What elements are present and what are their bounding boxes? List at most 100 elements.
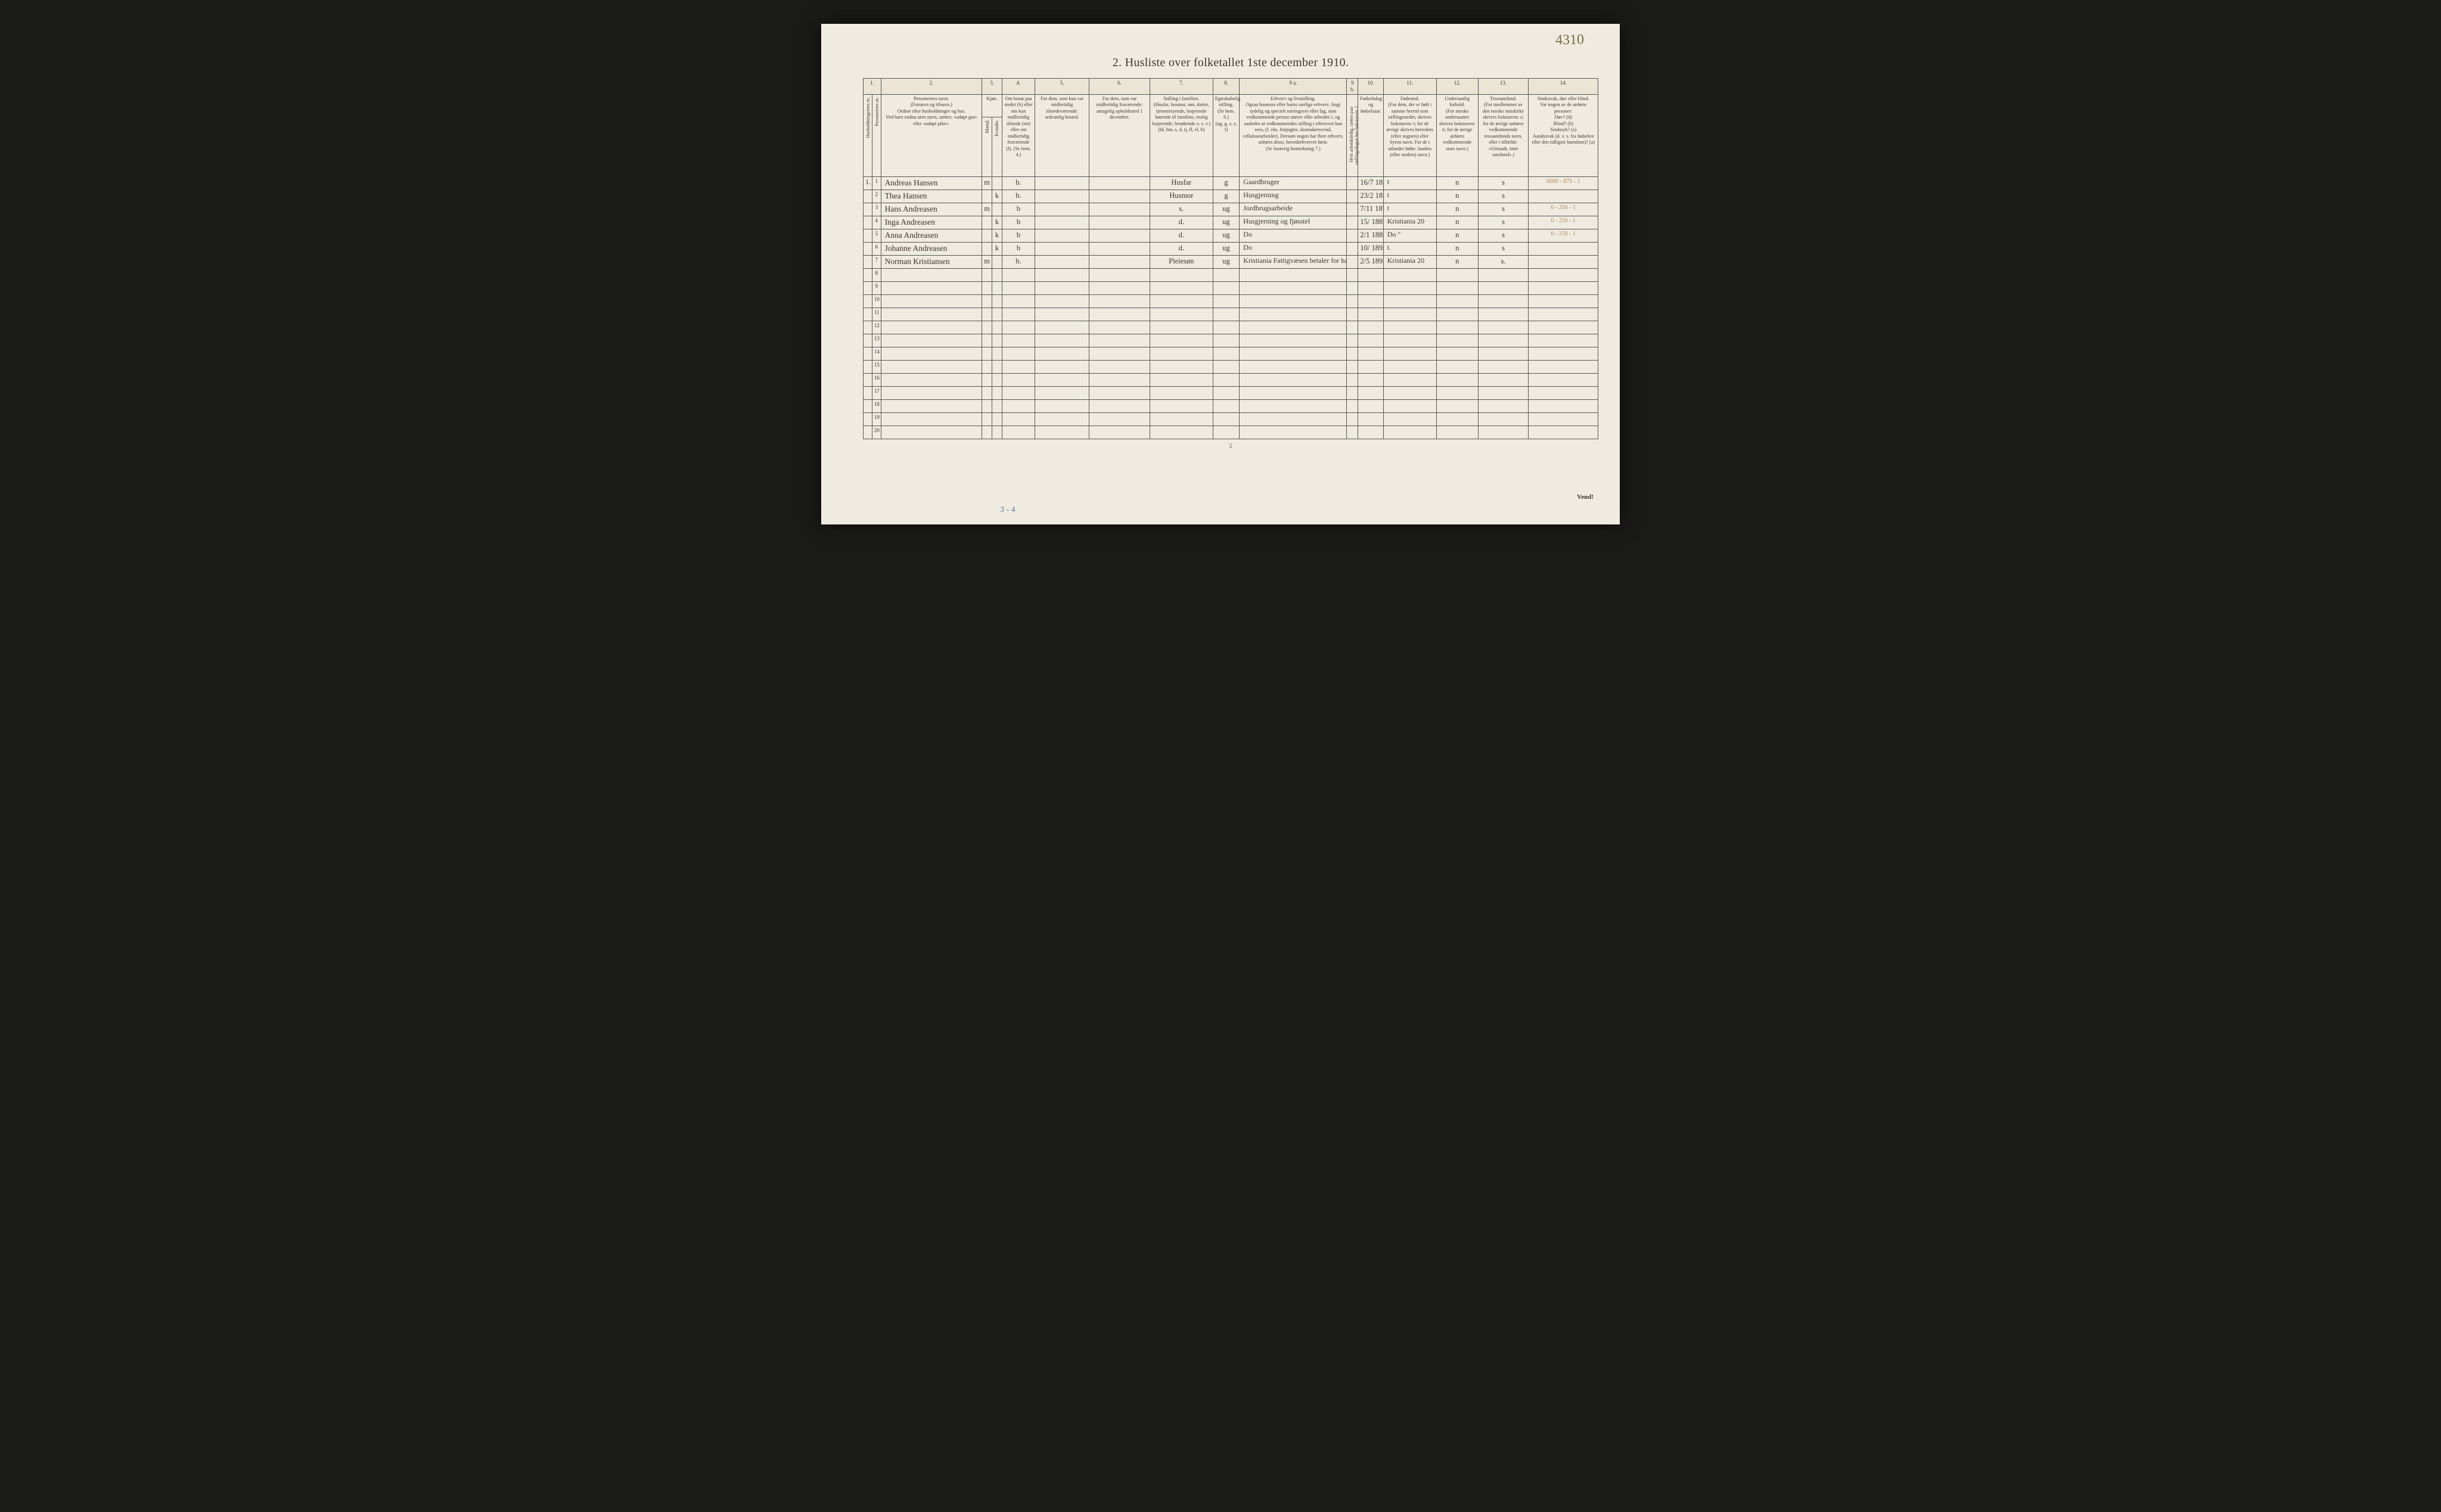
cell-unemployed <box>1347 243 1358 256</box>
cell-empty <box>881 334 982 347</box>
cell-empty <box>1436 361 1478 374</box>
cell-empty <box>1035 295 1089 308</box>
table-header: 1. 2. 3. 4. 5. 6. 7. 8. 9 a. 9 b. 10. 11… <box>864 79 1598 177</box>
cell-empty <box>1383 426 1436 439</box>
cell-family-position: d. <box>1150 243 1213 256</box>
cell-name: Johanne Andreasen <box>881 243 982 256</box>
cell-empty <box>1213 269 1239 282</box>
cell-person-no: 11 <box>872 308 881 321</box>
cell-empty <box>881 426 982 439</box>
cell-household-no <box>864 347 872 361</box>
cell-nationality: n <box>1436 243 1478 256</box>
cell-unemployed <box>1347 229 1358 243</box>
cell-family-position: Husfar <box>1150 177 1213 190</box>
cell-empty <box>1529 426 1598 439</box>
cell-empty <box>1150 282 1213 295</box>
cell-empty <box>1436 282 1478 295</box>
cell-empty <box>1478 426 1529 439</box>
cell-person-no: 13 <box>872 334 881 347</box>
cell-empty <box>1240 347 1347 361</box>
cell-household-no <box>864 361 872 374</box>
head-male: Mænd. <box>982 117 992 177</box>
cell-empty <box>1478 400 1529 413</box>
cell-name: Andreas Hansen <box>881 177 982 190</box>
head-name: Personernes navn. (Fornavn og tilnavn.) … <box>881 94 982 177</box>
cell-empty <box>1089 400 1150 413</box>
cell-empty <box>881 295 982 308</box>
cell-empty <box>1240 413 1347 426</box>
cell-empty <box>1002 295 1035 308</box>
cell-empty <box>1347 347 1358 361</box>
table-row: 2Thea Hansenkb.HusmorgHusgjerning23/2 18… <box>864 190 1598 203</box>
cell-temp-present <box>1035 256 1089 269</box>
cell-empty <box>1347 334 1358 347</box>
table-row: 3Hans Andreasenmbs.ugJordbrugsarbeide7/1… <box>864 203 1598 216</box>
cell-religion: s <box>1478 216 1529 229</box>
cell-empty <box>1383 361 1436 374</box>
cell-empty <box>1358 269 1383 282</box>
colnum-1: 1. <box>864 79 881 95</box>
cell-religion: s <box>1478 243 1529 256</box>
cell-temp-absent <box>1089 203 1150 216</box>
cell-occupation: Husgjerning og fjøsstel <box>1240 216 1347 229</box>
cell-empty <box>992 426 1002 439</box>
cell-empty <box>1150 413 1213 426</box>
cell-empty <box>1002 361 1035 374</box>
colnum-9a: 9 a. <box>1240 79 1347 95</box>
cell-temp-absent <box>1089 256 1150 269</box>
cell-person-no: 2 <box>872 190 881 203</box>
cell-empty <box>982 413 992 426</box>
cell-female <box>992 177 1002 190</box>
cell-empty <box>1035 387 1089 400</box>
cell-empty <box>992 361 1002 374</box>
cell-empty <box>982 426 992 439</box>
colnum-14: 14. <box>1529 79 1598 95</box>
cell-religion: s <box>1478 190 1529 203</box>
cell-empty <box>1383 387 1436 400</box>
cell-empty <box>1358 334 1383 347</box>
cell-empty <box>1529 347 1598 361</box>
cell-empty <box>1213 308 1239 321</box>
cell-birthdate: 16/7 1853 <box>1358 177 1383 190</box>
head-marital: Egteskabelig stilling. (Se bem. 6.) (ug,… <box>1213 94 1239 177</box>
cell-marital: g <box>1213 177 1239 190</box>
cell-occupation: Jordbrugsarbeide <box>1240 203 1347 216</box>
cell-empty <box>1347 269 1358 282</box>
cell-name: Inga Andreasen <box>881 216 982 229</box>
cell-empty <box>1089 374 1150 387</box>
cell-nationality: n <box>1436 256 1478 269</box>
cell-unemployed <box>1347 256 1358 269</box>
colnum-9b: 9 b. <box>1347 79 1358 95</box>
cell-empty <box>1150 374 1213 387</box>
table-row: 1.1Andreas Hansenmb.HusfargGaardbruger16… <box>864 177 1598 190</box>
cell-empty <box>1358 308 1383 321</box>
cell-male <box>982 229 992 243</box>
cell-household-no <box>864 321 872 334</box>
cell-empty <box>1240 426 1347 439</box>
cell-name: Thea Hansen <box>881 190 982 203</box>
head-birthdate: Fødselsdag og fødselsaar. <box>1358 94 1383 177</box>
cell-empty <box>982 282 992 295</box>
cell-empty <box>1002 387 1035 400</box>
cell-person-no: 5 <box>872 229 881 243</box>
table-row-empty: 11 <box>864 308 1598 321</box>
cell-empty <box>1240 282 1347 295</box>
cell-empty <box>982 295 992 308</box>
cell-nationality: n <box>1436 216 1478 229</box>
colnum-12: 12. <box>1436 79 1478 95</box>
cell-occupation: Gaardbruger <box>1240 177 1347 190</box>
cell-empty <box>1150 347 1213 361</box>
cell-disability-note <box>1529 243 1598 256</box>
cell-residence: b. <box>1002 190 1035 203</box>
footer-page-number: 2 <box>863 439 1598 449</box>
cell-empty <box>1240 400 1347 413</box>
census-page: 4310 2. Husliste over folketallet 1ste d… <box>821 24 1620 524</box>
cell-empty <box>992 282 1002 295</box>
cell-empty <box>1089 361 1150 374</box>
cell-female <box>992 256 1002 269</box>
cell-nationality: n <box>1436 190 1478 203</box>
cell-empty <box>1436 400 1478 413</box>
cell-marital: ug <box>1213 203 1239 216</box>
head-disability: Sindssvak, døv eller blind. Var nogen av… <box>1529 94 1598 177</box>
colnum-11: 11. <box>1383 79 1436 95</box>
